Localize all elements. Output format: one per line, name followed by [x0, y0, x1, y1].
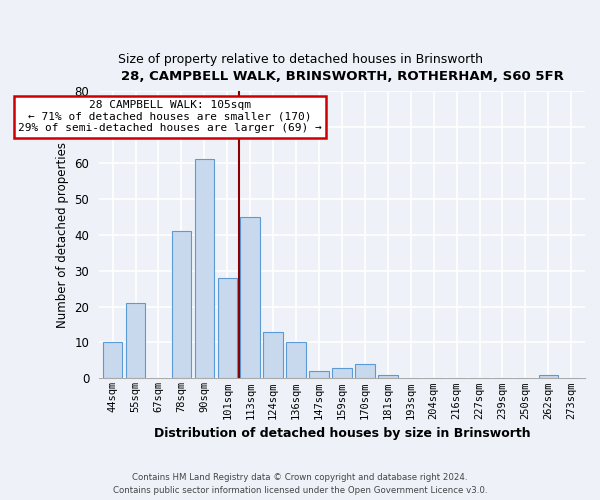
Bar	[539, 375, 558, 378]
Text: 28 CAMPBELL WALK: 105sqm
← 71% of detached houses are smaller (170)
29% of semi-: 28 CAMPBELL WALK: 105sqm ← 71% of detach…	[18, 100, 322, 134]
Bar	[286, 342, 306, 378]
Bar	[172, 231, 191, 378]
Bar	[378, 375, 398, 378]
Bar	[103, 342, 122, 378]
Bar	[218, 278, 237, 378]
Bar	[126, 303, 145, 378]
Bar	[309, 371, 329, 378]
Bar	[241, 217, 260, 378]
X-axis label: Distribution of detached houses by size in Brinsworth: Distribution of detached houses by size …	[154, 427, 530, 440]
Bar	[194, 160, 214, 378]
Bar	[332, 368, 352, 378]
Text: Contains HM Land Registry data © Crown copyright and database right 2024.
Contai: Contains HM Land Registry data © Crown c…	[113, 473, 487, 495]
Bar	[263, 332, 283, 378]
Text: Size of property relative to detached houses in Brinsworth: Size of property relative to detached ho…	[118, 52, 482, 66]
Title: 28, CAMPBELL WALK, BRINSWORTH, ROTHERHAM, S60 5FR: 28, CAMPBELL WALK, BRINSWORTH, ROTHERHAM…	[121, 70, 563, 83]
Bar	[355, 364, 374, 378]
Y-axis label: Number of detached properties: Number of detached properties	[56, 142, 69, 328]
